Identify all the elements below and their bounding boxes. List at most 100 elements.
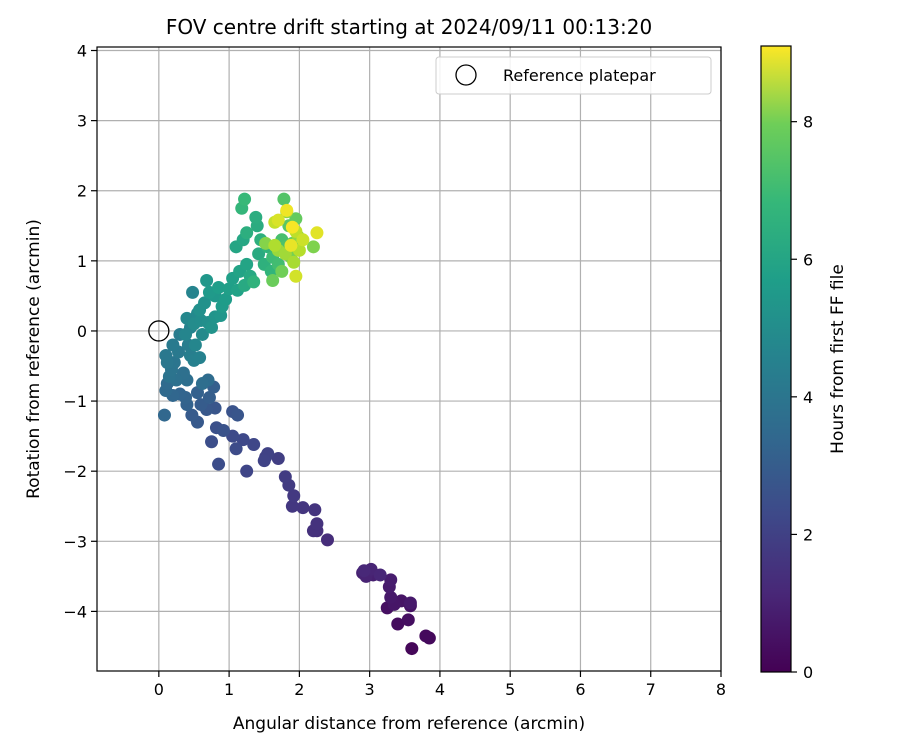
- data-point: [296, 233, 310, 247]
- y-tick-label: 0: [77, 322, 87, 341]
- data-point: [185, 408, 199, 422]
- y-tick-label: −4: [63, 602, 87, 621]
- data-point: [205, 320, 219, 334]
- data-point: [401, 613, 415, 627]
- data-point: [193, 351, 207, 365]
- x-tick-label: 0: [154, 680, 164, 699]
- data-point: [306, 240, 320, 254]
- data-point: [195, 327, 209, 341]
- data-point: [284, 238, 298, 252]
- data-point: [405, 642, 419, 656]
- colorbar-tick-label: 4: [803, 388, 813, 407]
- x-tick-label: 1: [224, 680, 234, 699]
- data-point: [384, 590, 398, 604]
- data-point: [310, 226, 324, 240]
- data-point: [179, 327, 193, 341]
- x-tick-label: 3: [365, 680, 375, 699]
- data-point: [200, 273, 214, 287]
- data-point: [202, 391, 216, 405]
- data-point: [198, 296, 212, 310]
- data-point: [252, 247, 266, 261]
- data-point: [296, 501, 310, 515]
- x-tick-label: 7: [646, 680, 656, 699]
- data-point: [247, 275, 261, 289]
- legend: Reference platepar: [435, 56, 712, 95]
- data-point: [271, 452, 285, 466]
- colorbar-label: Hours from first FF file: [828, 264, 848, 454]
- y-tick-label: 3: [77, 112, 87, 131]
- x-tick-label: 2: [294, 680, 304, 699]
- data-point: [287, 255, 301, 269]
- reference-platepar-marker: [148, 320, 170, 342]
- data-point: [257, 454, 271, 468]
- data-point: [240, 257, 254, 271]
- data-point: [240, 464, 254, 478]
- colorbar-gradient: [760, 45, 792, 673]
- y-tick-label: 2: [77, 182, 87, 201]
- data-point: [285, 220, 299, 234]
- data-point: [195, 377, 209, 391]
- grid-lines: [97, 47, 722, 671]
- x-axis-ticks: 0 1 2 3 4 5 6 7 8: [154, 671, 726, 699]
- colorbar-tick-label: 8: [803, 113, 813, 132]
- data-point: [212, 457, 226, 471]
- data-point: [249, 210, 263, 224]
- y-tick-label: −3: [63, 532, 87, 551]
- data-point: [159, 348, 173, 362]
- y-tick-label: 1: [77, 252, 87, 271]
- data-point: [308, 503, 322, 517]
- legend-marker: [455, 64, 477, 86]
- data-point: [186, 285, 200, 299]
- data-point: [216, 424, 230, 438]
- x-tick-label: 4: [435, 680, 445, 699]
- data-point: [238, 192, 252, 206]
- data-point: [219, 292, 233, 306]
- data-point: [289, 269, 303, 283]
- legend-box: [435, 56, 712, 95]
- plot-frame: [96, 46, 722, 672]
- y-tick-label: 4: [77, 42, 87, 61]
- data-point: [231, 408, 245, 422]
- data-point: [280, 203, 294, 217]
- y-axis-ticks: −4 −3 −2 −1 0 1 2 3 4: [63, 42, 97, 621]
- data-point: [268, 238, 282, 252]
- colorbar-tick-label: 2: [803, 525, 813, 544]
- data-point: [391, 617, 405, 631]
- data-point: [271, 213, 285, 227]
- y-tick-label: −2: [63, 462, 87, 481]
- data-point: [277, 192, 291, 206]
- data-point: [357, 564, 371, 578]
- x-tick-label: 8: [716, 680, 726, 699]
- x-tick-label: 5: [505, 680, 515, 699]
- scatter-points: [157, 192, 436, 656]
- data-point: [320, 533, 334, 547]
- data-point: [278, 470, 292, 484]
- data-point: [188, 338, 202, 352]
- data-point: [166, 338, 180, 352]
- legend-entry-label: Reference platepar: [503, 66, 656, 85]
- data-point: [285, 499, 299, 513]
- colorbar-tick-label: 6: [803, 250, 813, 269]
- data-point: [287, 489, 301, 503]
- y-tick-label: −1: [63, 392, 87, 411]
- x-axis-label: Angular distance from reference (arcmin): [233, 714, 585, 734]
- data-point: [310, 517, 324, 531]
- colorbar: 0 2 4 6 8 Hours from first FF file: [760, 45, 848, 682]
- data-point: [275, 264, 289, 278]
- data-point: [229, 442, 243, 456]
- y-axis-label: Rotation from reference (arcmin): [24, 219, 44, 499]
- data-point: [403, 596, 417, 610]
- chart-title: FOV centre drift starting at 2024/09/11 …: [166, 15, 652, 39]
- colorbar-tick-label: 0: [803, 663, 813, 682]
- data-point: [236, 433, 250, 447]
- data-point: [384, 573, 398, 587]
- data-point: [212, 280, 226, 294]
- data-point: [419, 629, 433, 643]
- data-point: [266, 273, 280, 287]
- data-point: [205, 435, 219, 449]
- x-tick-label: 6: [575, 680, 585, 699]
- colorbar-ticks: 0 2 4 6 8: [791, 113, 813, 682]
- data-point: [240, 226, 254, 240]
- data-point: [373, 568, 387, 582]
